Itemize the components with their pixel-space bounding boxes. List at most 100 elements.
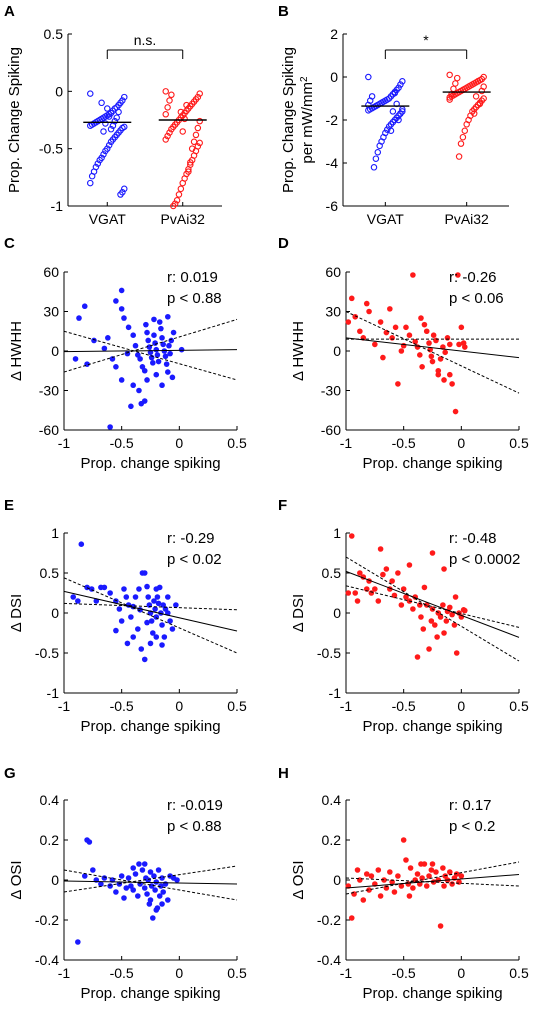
data-point <box>383 329 390 336</box>
data-point <box>441 377 447 383</box>
data-point <box>451 622 458 628</box>
data-point-VGAT <box>387 127 395 135</box>
data-point <box>70 594 77 600</box>
data-point <box>170 329 177 336</box>
data-point <box>345 590 352 596</box>
data-point <box>433 869 439 875</box>
data-point <box>159 901 165 907</box>
data-point <box>75 939 81 945</box>
data-point-VGAT <box>105 113 113 120</box>
data-point-VGAT <box>113 114 120 121</box>
confidence-band <box>345 877 520 887</box>
data-point-PvAi32 <box>162 111 169 118</box>
data-point <box>116 606 123 612</box>
x-tick-label: 0.5 <box>509 698 529 714</box>
data-point <box>417 352 423 358</box>
data-point <box>151 873 157 879</box>
data-point <box>101 875 108 881</box>
significance-label: n.s. <box>134 32 157 48</box>
data-point <box>156 893 163 899</box>
y-tick-label: 0.5 <box>322 565 342 581</box>
data-point <box>144 377 150 383</box>
data-point <box>363 300 370 307</box>
data-point-PvAi32 <box>459 133 467 141</box>
data-point <box>437 614 444 620</box>
stat-r: r: -0.29 <box>167 530 215 547</box>
data-point <box>152 606 158 612</box>
y-tick-label: -4 <box>326 155 339 171</box>
data-point <box>447 371 453 378</box>
data-point <box>426 873 432 879</box>
x-axis-label: Prop. change spiking <box>80 718 220 735</box>
data-point <box>395 570 401 576</box>
data-point <box>136 387 142 394</box>
data-point <box>410 272 416 278</box>
stat-p: p < 0.06 <box>449 290 504 307</box>
y-tick-label: -60 <box>39 422 59 438</box>
data-point-VGAT <box>391 89 399 97</box>
data-point-PvAi32 <box>446 71 453 79</box>
y-tick-label: -0.4 <box>35 952 59 968</box>
data-point <box>163 361 170 367</box>
data-point <box>169 374 176 381</box>
data-point <box>124 350 131 357</box>
y-axis-label: Δ OSI <box>8 860 25 899</box>
data-point <box>441 883 447 889</box>
data-point-VGAT <box>372 155 380 162</box>
y-tick-label: 1 <box>333 525 341 541</box>
data-point <box>151 598 157 604</box>
data-point-VGAT <box>399 78 406 85</box>
data-point <box>447 604 453 611</box>
data-point <box>81 303 88 310</box>
data-point <box>426 340 432 346</box>
stat-r: r: -0.26 <box>449 269 497 286</box>
data-point-VGAT <box>365 73 372 81</box>
significance-label: * <box>423 32 429 48</box>
data-point <box>366 887 372 893</box>
x-tick-label: 0.5 <box>509 965 529 981</box>
data-point-PvAi32 <box>196 90 203 97</box>
y-axis-label: Prop. Change Spiking <box>280 47 297 193</box>
data-point <box>456 879 462 885</box>
data-point <box>153 634 160 640</box>
data-point <box>423 883 430 889</box>
data-point <box>125 324 132 331</box>
data-point <box>174 877 180 883</box>
data-point <box>147 869 154 875</box>
data-point <box>135 893 141 899</box>
data-point <box>437 923 444 929</box>
regression-line <box>63 590 238 632</box>
data-point-VGAT <box>107 125 115 133</box>
data-point <box>123 885 130 891</box>
data-point-PvAi32 <box>463 121 470 128</box>
data-point <box>125 875 132 881</box>
data-point-PvAi32 <box>175 191 183 198</box>
data-point <box>118 306 125 312</box>
data-point-VGAT <box>87 90 94 97</box>
stat-p: p < 0.88 <box>167 818 222 835</box>
stat-r: r: 0.17 <box>449 797 492 814</box>
data-point <box>153 586 160 592</box>
data-point-PvAi32 <box>181 115 188 123</box>
data-point <box>354 598 361 604</box>
data-point <box>91 337 97 344</box>
data-point-PvAi32 <box>450 85 457 93</box>
data-point <box>105 335 111 341</box>
data-point <box>429 358 436 365</box>
y-tick-label: -1 <box>329 685 342 701</box>
data-point <box>155 358 162 365</box>
y-tick-label: 0.4 <box>40 792 60 808</box>
data-point <box>168 337 175 344</box>
data-point <box>98 881 104 887</box>
data-point <box>72 356 79 362</box>
data-point <box>375 598 382 604</box>
data-point <box>147 640 154 647</box>
x-tick-label: -0.5 <box>110 698 134 714</box>
data-point <box>132 594 139 600</box>
x-tick-label: 0 <box>457 698 465 714</box>
data-point <box>437 356 444 362</box>
data-point <box>158 883 164 889</box>
data-point <box>151 332 157 339</box>
data-point <box>152 887 158 893</box>
data-point-VGAT <box>109 122 117 129</box>
